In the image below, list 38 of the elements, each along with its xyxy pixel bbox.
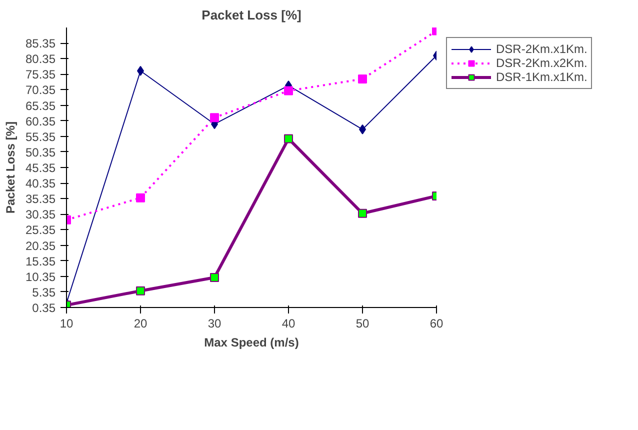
- y-tick-label: 45.35: [25, 161, 56, 175]
- y-tick-label: 70.35: [25, 83, 56, 98]
- legend-label: DSR-1Km.x1Km.: [496, 70, 588, 84]
- y-tick-label: 35.35: [25, 192, 56, 206]
- y-tick-label: 60.35: [25, 114, 56, 128]
- point: [358, 208, 367, 218]
- y-tick-label: 30.35: [25, 208, 56, 222]
- x-axis-title: Max Speed (m/s): [204, 336, 299, 350]
- legend-label: DSR-2Km.x1Km.: [496, 42, 588, 56]
- y-tick-label: 15.35: [25, 254, 56, 268]
- y-tick-label: 5.35: [32, 285, 56, 300]
- legend-label: DSR-2Km.x2Km.: [496, 56, 588, 70]
- y-tick-label: 20.35: [25, 238, 56, 253]
- point: [284, 134, 293, 144]
- y-tick-label: 85.35: [25, 36, 56, 51]
- x-tick-label: 20: [134, 316, 148, 330]
- point: [210, 272, 219, 282]
- point: [358, 74, 367, 84]
- y-tick-label: 40.35: [25, 176, 56, 191]
- x-tick-label: 60: [430, 316, 444, 330]
- x-tick-label: 40: [282, 316, 296, 330]
- x-tick-label: 30: [208, 316, 222, 330]
- point: [210, 113, 219, 122]
- y-tick-label: 50.35: [25, 145, 56, 160]
- y-tick-label: 65.35: [25, 98, 56, 113]
- y-tick-label: 75.35: [25, 68, 56, 82]
- y-axis-title: Packet Loss [%]: [3, 121, 18, 214]
- x-tick-label: 50: [356, 316, 370, 330]
- y-tick-label: 55.35: [25, 130, 56, 144]
- x-tick-label: 10: [60, 316, 74, 330]
- y-tick-label: 0.35: [32, 301, 56, 315]
- chart-title: Packet Loss [%]: [202, 8, 302, 22]
- point: [284, 86, 293, 96]
- y-tick-label: 10.35: [25, 270, 56, 284]
- y-tick-label: 80.35: [25, 52, 56, 66]
- y-tick-label: 25.35: [25, 223, 56, 238]
- point: [136, 286, 145, 296]
- point: [136, 193, 145, 202]
